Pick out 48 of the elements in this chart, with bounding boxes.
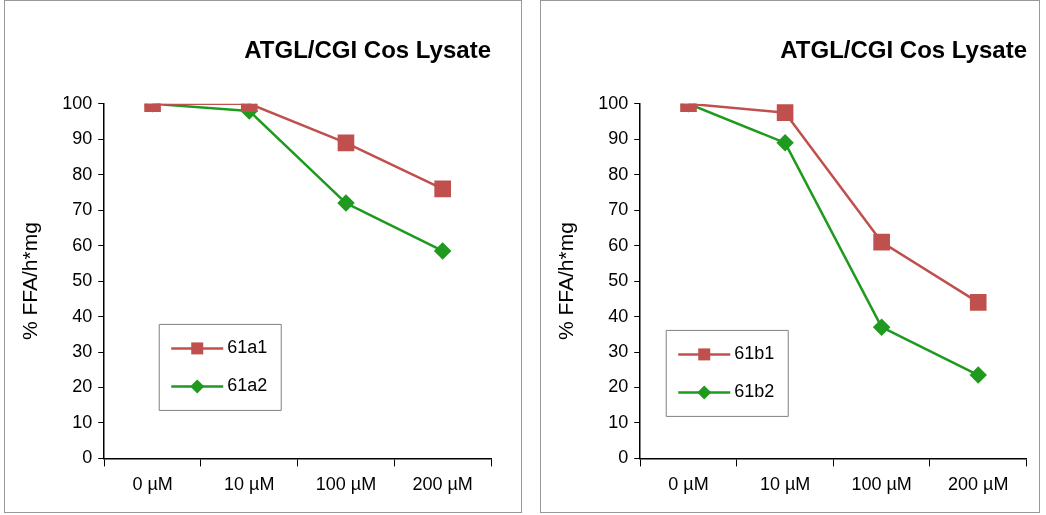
y-tick-label: 40: [608, 305, 629, 326]
y-tick-label: 60: [72, 234, 93, 255]
point: [873, 318, 890, 336]
point: [969, 294, 987, 311]
y-tick-label: 70: [608, 199, 629, 220]
y-axis-title: % FFA/h*mg: [554, 222, 578, 341]
y-tick-label: 10: [72, 411, 93, 432]
point: [873, 233, 890, 251]
point: [969, 366, 987, 384]
y-tick-label: 80: [72, 163, 93, 184]
x-tick-label: 10 µM: [224, 474, 275, 495]
y-tick-label: 50: [608, 270, 629, 291]
legend-label: 61a1: [227, 337, 268, 358]
point: [337, 134, 355, 152]
y-tick-label: 20: [608, 376, 629, 397]
x-tick-label: 0 µM: [132, 474, 173, 495]
x-tick-label: 0 µM: [668, 474, 709, 495]
y-tick-label: 30: [72, 340, 93, 361]
y-tick-label: 90: [72, 128, 93, 149]
y-tick-label: 40: [72, 305, 93, 326]
point: [434, 180, 451, 198]
point: [337, 194, 355, 212]
x-tick-label: 10 µM: [759, 474, 811, 495]
y-tick-label: 100: [62, 92, 93, 113]
y-tick-label: 0: [618, 447, 629, 468]
y-tick-label: 50: [72, 270, 93, 291]
point: [776, 134, 794, 152]
point: [776, 104, 794, 121]
point: [434, 242, 451, 260]
y-tick-label: 80: [608, 163, 629, 184]
y-tick-label: 90: [608, 128, 629, 149]
legend-label: 61b1: [734, 343, 775, 364]
legend-label: 61b2: [734, 381, 775, 402]
y-tick-label: 60: [608, 234, 629, 255]
legend-label: 61a2: [227, 375, 268, 396]
x-tick-label: 100 µM: [851, 474, 912, 495]
y-tick-label: 0: [82, 447, 93, 468]
y-axis-title: % FFA/h*mg: [18, 222, 42, 341]
x-tick-label: 200 µM: [412, 474, 473, 495]
y-tick-label: 100: [598, 92, 629, 113]
chart-title: ATGL/CGI Cos Lysate: [780, 36, 1027, 64]
y-tick-label: 10: [608, 411, 629, 432]
x-tick-label: 100 µM: [315, 474, 377, 495]
x-tick-label: 200 µM: [948, 474, 1009, 495]
chart-title: ATGL/CGI Cos Lysate: [244, 36, 491, 64]
y-tick-label: 20: [72, 376, 93, 397]
y-tick-label: 70: [72, 199, 93, 220]
y-tick-label: 30: [608, 340, 629, 361]
